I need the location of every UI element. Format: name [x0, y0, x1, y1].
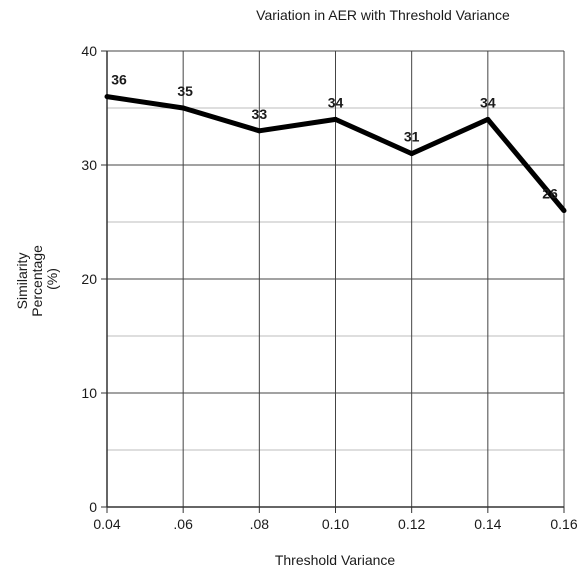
data-label: 35	[177, 83, 193, 99]
chart-title: Variation in AER with Threshold Variance	[256, 7, 510, 23]
x-tick-label: 0.14	[474, 516, 501, 532]
y-axis-title-line-1: Similarity	[14, 253, 30, 310]
x-axis-title: Threshold Variance	[275, 552, 396, 568]
data-label: 31	[404, 129, 420, 145]
y-axis-title-line-2: Percentage	[29, 245, 45, 317]
x-tick-label: .06	[173, 516, 193, 532]
data-label: 34	[480, 94, 496, 110]
data-point	[485, 116, 491, 122]
data-point	[104, 94, 110, 100]
x-tick-label: 0.10	[322, 516, 349, 532]
series-layer	[104, 94, 567, 214]
data-point	[180, 105, 186, 111]
data-label-layer: 36 35 33 34 31 34 26	[111, 72, 558, 202]
data-point	[409, 151, 415, 157]
data-point	[256, 128, 262, 134]
y-tick-label: 20	[81, 271, 97, 287]
data-point	[561, 208, 567, 214]
y-tick-label: 0	[89, 499, 97, 515]
x-tick-label: 0.04	[93, 516, 120, 532]
data-label: 33	[252, 106, 268, 122]
y-tick-label: 40	[81, 43, 97, 59]
y-axis-title: Similarity Percentage (%)	[14, 241, 60, 317]
data-label: 36	[111, 72, 127, 88]
x-tick-label: .08	[250, 516, 270, 532]
y-axis-title-line-3: (%)	[44, 268, 60, 290]
y-tick-label: 10	[81, 385, 97, 401]
x-tick-label: 0.16	[550, 516, 577, 532]
x-tick-label: 0.12	[398, 516, 425, 532]
y-tick-label: 30	[81, 157, 97, 173]
data-point	[333, 116, 338, 122]
axis-layer: 0 10 20 30 40 0.04 .06 .08 0.10 0.12 0.14 0.16	[81, 43, 577, 532]
data-label: 26	[542, 186, 558, 202]
data-label: 34	[328, 94, 344, 110]
